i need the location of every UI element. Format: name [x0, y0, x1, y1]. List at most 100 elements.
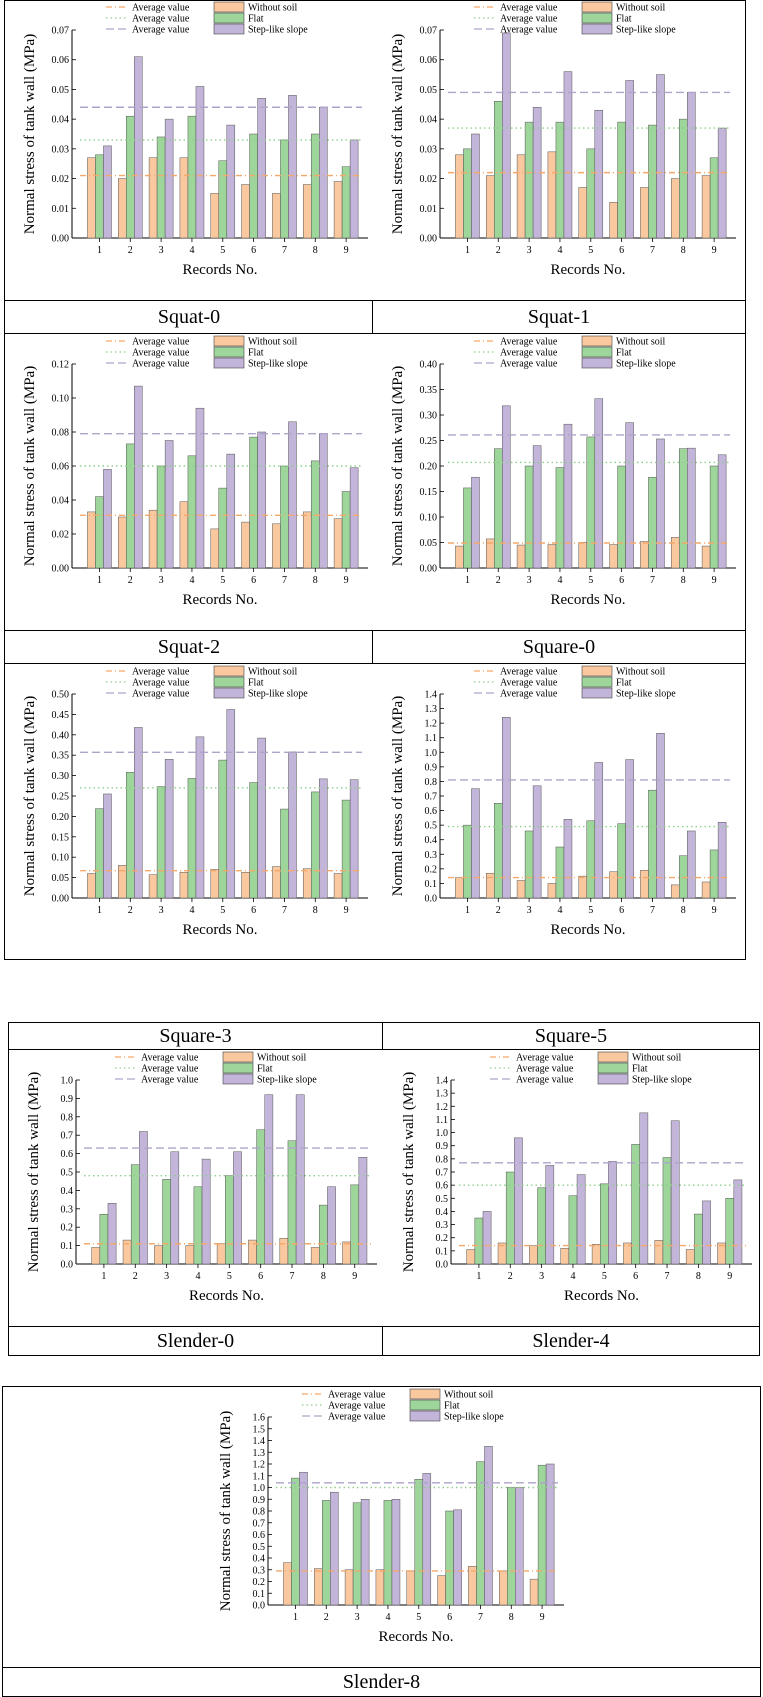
y-tick-label: 0.07: [420, 26, 438, 37]
bar-flat: [709, 465, 719, 569]
bar-step-like-slope: [195, 407, 205, 569]
bar-step-like-slope: [733, 1179, 743, 1265]
caption-square-0: Square-0: [372, 630, 746, 664]
x-tick-label: 8: [681, 245, 686, 256]
bar-step-like-slope: [226, 124, 236, 239]
bar-flat: [126, 772, 135, 899]
bar-step-like-slope: [170, 1151, 180, 1265]
chart-panel-slender-0: Average value Without soil Average value Fl…: [8, 1050, 383, 1326]
legend-label-series: Without soil: [248, 3, 298, 14]
y-tick-label: 0.40: [52, 730, 70, 741]
y-tick-label: 0.2: [436, 1233, 449, 1244]
bar-step-like-slope: [319, 433, 328, 569]
legend-swatch: [213, 335, 245, 347]
bar-flat: [95, 496, 104, 569]
x-tick-label: 9: [727, 1271, 732, 1282]
bar-flat: [311, 133, 320, 239]
legend-label-series: Without soil: [616, 667, 666, 678]
y-tick-label: 0.00: [52, 564, 70, 575]
caption-text: Square-3: [159, 1024, 232, 1047]
bar-without-soil: [272, 193, 281, 239]
bar-step-like-slope: [656, 733, 665, 899]
y-tick-label: 0.0: [436, 1260, 449, 1271]
x-tick-label: 2: [496, 905, 501, 916]
x-tick-label: 6: [619, 575, 624, 586]
bar-step-like-slope: [349, 779, 359, 899]
bar-without-soil: [547, 883, 557, 899]
y-tick-label: 0.01: [52, 204, 70, 215]
y-tick-label: 0.35: [52, 751, 70, 762]
x-tick-label: 1: [465, 905, 470, 916]
bar-step-like-slope: [594, 398, 604, 569]
bar-flat: [249, 436, 258, 569]
caption-slender-4: Slender-4: [382, 1326, 760, 1356]
bar-flat: [463, 487, 472, 569]
y-tick-label: 0.9: [425, 762, 438, 773]
x-tick-label: 1: [97, 575, 102, 586]
x-tick-label: 3: [527, 245, 532, 256]
y-tick-label: 1.4: [253, 1436, 266, 1447]
x-axis-label: Records No.: [551, 592, 626, 608]
x-tick-label: 6: [258, 1271, 263, 1282]
bar-without-soil: [303, 868, 312, 899]
x-axis-label: Records No.: [564, 1288, 639, 1304]
bar-step-like-slope: [471, 476, 480, 569]
legend-label-average: Average value: [141, 1075, 199, 1086]
bar-flat: [709, 157, 719, 239]
chart-panel-square-0: Average value Without soil Average value Fl…: [372, 334, 742, 630]
y-tick-label: 0.00: [52, 234, 70, 245]
bar-flat: [463, 824, 472, 899]
bar-without-soil: [455, 154, 464, 239]
y-tick-label: 0.06: [420, 55, 438, 66]
y-tick-label: 0.8: [425, 777, 438, 788]
bar-step-like-slope: [358, 1157, 368, 1265]
y-tick-label: 0.7: [61, 1131, 74, 1142]
bar-flat: [648, 124, 657, 239]
bar-flat: [524, 830, 534, 899]
y-tick-label: 1.2: [253, 1460, 266, 1471]
bar-without-soil: [468, 1565, 477, 1606]
bar-flat: [249, 133, 258, 239]
bar-step-like-slope: [594, 762, 604, 899]
bar-flat: [156, 465, 166, 569]
bar-without-soil: [375, 1569, 385, 1606]
bar-without-soil: [272, 523, 281, 569]
bar-without-soil: [654, 1240, 664, 1265]
chart-squat-0: Average value Without soil Average value Fl…: [22, 1, 368, 278]
bar-flat: [586, 820, 596, 899]
y-tick-label: 0.6: [425, 806, 438, 817]
x-tick-label: 7: [650, 245, 655, 256]
y-tick-label: 0.00: [420, 234, 438, 245]
x-tick-label: 3: [527, 575, 532, 586]
x-tick-label: 1: [97, 905, 102, 916]
bar-step-like-slope: [134, 385, 143, 569]
bar-flat: [599, 1183, 609, 1265]
bar-step-like-slope: [360, 1499, 370, 1606]
y-tick-label: 0.4: [436, 1207, 449, 1218]
legend-swatch: [581, 687, 613, 699]
y-tick-label: 0.35: [420, 385, 438, 396]
x-tick-label: 8: [509, 1612, 514, 1623]
bar-without-soil: [547, 544, 557, 569]
bar-without-soil: [640, 541, 649, 569]
y-tick-label: 0.5: [61, 1168, 74, 1179]
y-tick-label: 0.8: [436, 1154, 449, 1165]
y-tick-label: 0.12: [52, 360, 70, 371]
y-axis-label: Normal stress of tank wall (MPa): [26, 1072, 42, 1272]
legend-label-series: Step-like slope: [632, 1075, 692, 1086]
bar-without-soil: [455, 545, 464, 569]
y-tick-label: 0.5: [436, 1194, 449, 1205]
bar-without-soil: [314, 1568, 323, 1606]
bar-step-like-slope: [164, 759, 174, 899]
y-tick-label: 0.3: [436, 1220, 449, 1231]
bar-flat: [537, 1464, 547, 1606]
legend-swatch: [581, 665, 613, 677]
y-tick-label: 0.06: [52, 462, 70, 473]
chart-panel-squat-2: Average value Without soil Average value Fl…: [4, 334, 374, 630]
bar-step-like-slope: [717, 454, 727, 569]
x-tick-label: 9: [344, 905, 349, 916]
y-tick-label: 1.2: [425, 719, 438, 730]
x-tick-label: 6: [633, 1271, 638, 1282]
bar-without-soil: [241, 184, 250, 239]
chart-squat-2: Average value Without soil Average value Fl…: [22, 335, 368, 608]
